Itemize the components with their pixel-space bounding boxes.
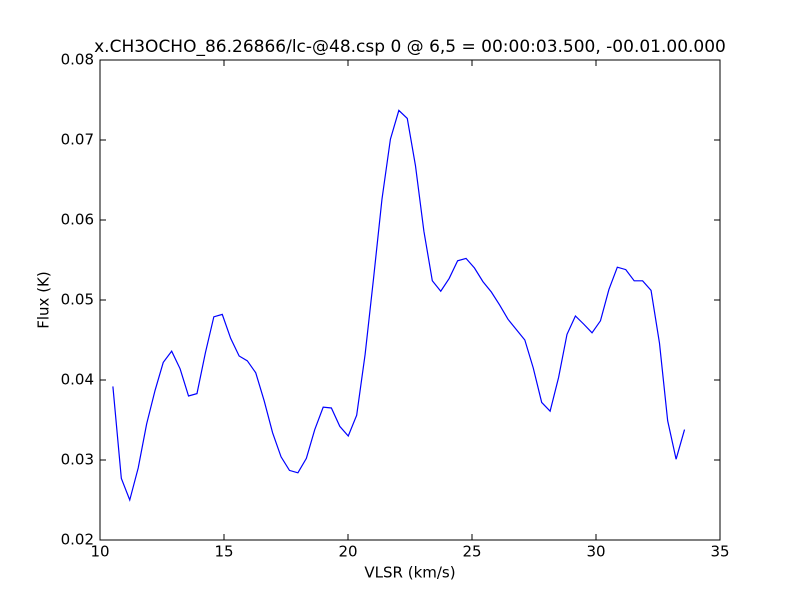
y-tick-label: 0.02 [61, 531, 94, 549]
y-tick-label: 0.05 [61, 291, 94, 309]
chart-title: x.CH3OCHO_86.26866/lc-@48.csp 0 @ 6,5 = … [94, 37, 726, 57]
x-tick-label: 30 [586, 543, 605, 561]
y-tick-label: 0.04 [61, 371, 94, 389]
x-tick-label: 25 [462, 543, 481, 561]
plot-frame [99, 59, 721, 541]
x-tick-label: 35 [710, 543, 729, 561]
y-axis-label: Flux (K) [35, 271, 53, 329]
y-tick-label: 0.06 [61, 211, 94, 229]
x-tick-label: 10 [90, 543, 109, 561]
y-tick-label: 0.07 [61, 131, 94, 149]
x-tick-label: 15 [214, 543, 233, 561]
x-tick-label: 20 [338, 543, 357, 561]
data-line [112, 109, 686, 502]
y-tick-label: 0.03 [61, 451, 94, 469]
y-tick-label: 0.08 [61, 51, 94, 69]
x-axis-label: VLSR (km/s) [364, 564, 455, 582]
